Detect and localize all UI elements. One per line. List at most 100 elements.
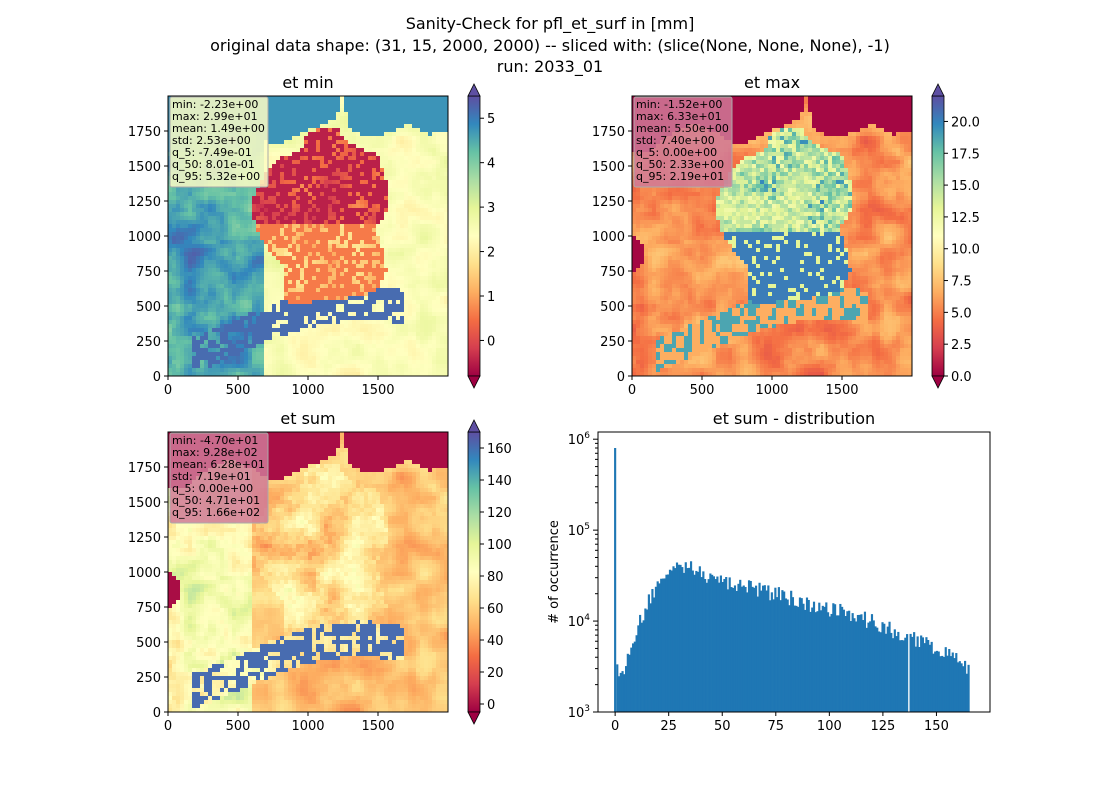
heatmap-cell bbox=[248, 320, 253, 325]
heatmap-cell bbox=[292, 156, 297, 161]
heatmap-cell bbox=[272, 164, 277, 169]
heatmap-cell bbox=[312, 264, 317, 269]
heatmap-cell bbox=[336, 156, 341, 161]
heatmap-cell bbox=[184, 328, 189, 333]
heatmap-cell bbox=[324, 140, 329, 145]
heatmap-cell bbox=[380, 232, 385, 237]
heatmap-cell bbox=[292, 192, 297, 197]
heatmap-cell bbox=[380, 356, 385, 361]
heatmap-cell bbox=[404, 204, 409, 209]
heatmap-cell bbox=[292, 260, 297, 265]
heatmap-cell bbox=[428, 356, 433, 361]
heatmap-cell bbox=[312, 120, 317, 125]
heatmap-cell bbox=[288, 208, 293, 213]
heatmap-cell bbox=[280, 348, 285, 353]
heatmap-cell bbox=[392, 164, 397, 169]
heatmap-cell bbox=[268, 184, 273, 189]
heatmap-cell bbox=[392, 348, 397, 353]
heatmap-cell bbox=[172, 320, 177, 325]
heatmap-cell bbox=[268, 160, 273, 165]
heatmap-cell bbox=[204, 272, 209, 277]
heatmap-cell bbox=[428, 220, 433, 225]
heatmap-cell bbox=[316, 172, 321, 177]
heatmap-cell bbox=[360, 164, 365, 169]
heatmap-cell bbox=[236, 284, 241, 289]
heatmap-cell bbox=[200, 368, 205, 373]
heatmap-cell bbox=[340, 328, 345, 333]
heatmap-cell bbox=[296, 140, 301, 145]
heatmap-cell bbox=[416, 128, 421, 133]
heatmap-cell bbox=[244, 248, 249, 253]
heatmap-cell bbox=[208, 268, 213, 273]
heatmap-cell bbox=[384, 100, 389, 105]
heatmap-cell bbox=[352, 116, 357, 121]
heatmap-cell bbox=[396, 140, 401, 145]
heatmap-cell bbox=[208, 324, 213, 329]
heatmap-cell bbox=[380, 192, 385, 197]
heatmap-cell bbox=[356, 128, 361, 133]
heatmap-cell bbox=[428, 136, 433, 141]
heatmap-cell bbox=[436, 352, 441, 357]
heatmap-cell bbox=[272, 264, 277, 269]
heatmap-cell bbox=[232, 308, 237, 313]
heatmap-cell bbox=[280, 180, 285, 185]
heatmap-cell bbox=[416, 272, 421, 277]
heatmap-cell bbox=[428, 244, 433, 249]
heatmap-cell bbox=[316, 200, 321, 205]
heatmap-cell bbox=[376, 312, 381, 317]
heatmap-cell bbox=[372, 344, 377, 349]
heatmap-cell bbox=[316, 216, 321, 221]
heatmap-cell bbox=[204, 356, 209, 361]
heatmap-cell bbox=[296, 316, 301, 321]
heatmap-cell bbox=[428, 200, 433, 205]
heatmap-cell bbox=[272, 232, 277, 237]
heatmap-cell bbox=[356, 216, 361, 221]
heatmap-cell bbox=[208, 248, 213, 253]
heatmap-cell bbox=[388, 240, 393, 245]
heatmap-cell bbox=[260, 272, 265, 277]
heatmap-cell bbox=[220, 256, 225, 261]
heatmap-cell bbox=[340, 212, 345, 217]
heatmap-cell bbox=[348, 188, 353, 193]
heatmap-cell bbox=[264, 276, 269, 281]
heatmap-cell bbox=[388, 96, 393, 101]
heatmap-cell bbox=[268, 312, 273, 317]
heatmap-cell bbox=[332, 100, 337, 105]
heatmap-cell bbox=[260, 236, 265, 241]
heatmap-cell bbox=[344, 324, 349, 329]
heatmap-cell bbox=[324, 256, 329, 261]
heatmap-cell bbox=[364, 280, 369, 285]
heatmap-cell bbox=[220, 304, 225, 309]
heatmap-cell bbox=[232, 356, 237, 361]
heatmap-cell bbox=[380, 224, 385, 229]
heatmap-cell bbox=[384, 260, 389, 265]
heatmap-cell bbox=[340, 136, 345, 141]
heatmap-cell bbox=[208, 316, 213, 321]
heatmap-cell bbox=[184, 340, 189, 345]
heatmap-cell bbox=[260, 208, 265, 213]
heatmap-cell bbox=[276, 308, 281, 313]
heatmap-cell bbox=[276, 252, 281, 257]
heatmap-cell bbox=[296, 204, 301, 209]
heatmap-cell bbox=[188, 260, 193, 265]
heatmap-cell bbox=[272, 364, 277, 369]
heatmap-cell bbox=[176, 280, 181, 285]
heatmap-cell bbox=[216, 364, 221, 369]
heatmap-cell bbox=[332, 144, 337, 149]
heatmap-cell bbox=[444, 252, 449, 257]
heatmap-cell bbox=[312, 304, 317, 309]
heatmap-cell bbox=[244, 252, 249, 257]
heatmap-cell bbox=[352, 220, 357, 225]
heatmap-cell bbox=[360, 280, 365, 285]
heatmap-cell bbox=[296, 292, 301, 297]
heatmap-cell bbox=[416, 368, 421, 373]
heatmap-cell bbox=[380, 104, 385, 109]
heatmap-cell bbox=[428, 168, 433, 173]
heatmap-cell bbox=[336, 188, 341, 193]
heatmap-cell bbox=[216, 228, 221, 233]
heatmap-cell bbox=[436, 228, 441, 233]
heatmap-cell bbox=[260, 256, 265, 261]
heatmap-cell bbox=[320, 108, 325, 113]
heatmap-cell bbox=[216, 260, 221, 265]
heatmap-cell bbox=[176, 324, 181, 329]
